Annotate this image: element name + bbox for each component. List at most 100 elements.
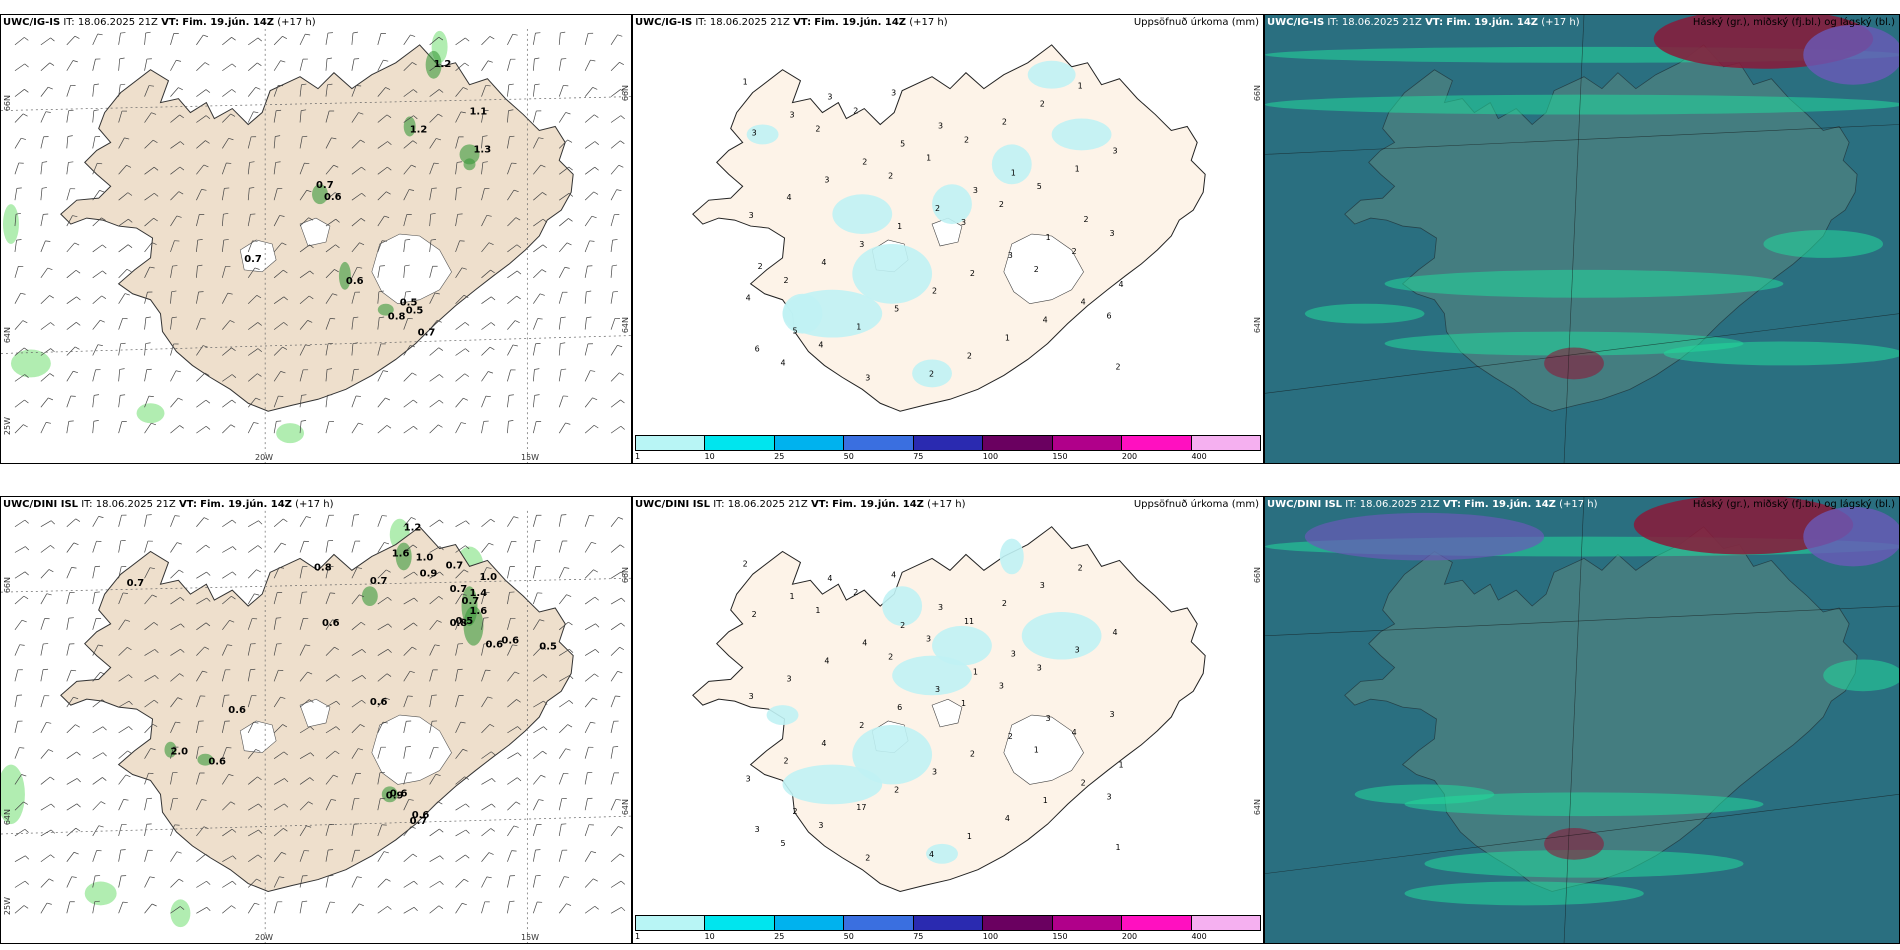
wind-barb — [299, 644, 311, 656]
wind-barb — [559, 621, 573, 631]
wind-barb — [170, 114, 184, 123]
colorbar-ticks: 1 10 25 50 75 100 150 200 400 — [635, 452, 1261, 462]
precip-value-label: 2 — [935, 204, 940, 213]
wind-barb — [325, 164, 339, 175]
colorbar-tick: 400 — [1191, 932, 1207, 941]
wind-barb — [14, 595, 29, 605]
wind-barb — [584, 649, 600, 656]
precip-value-label: 5 — [1037, 182, 1042, 191]
wind-barb — [481, 215, 492, 227]
wind-barb — [532, 901, 543, 914]
lat-label: 64N — [621, 799, 630, 816]
wind-barb — [377, 191, 391, 201]
precip-value-label: 1 — [1075, 164, 1080, 173]
wind-barb — [325, 824, 335, 837]
wind-barb — [558, 748, 571, 759]
wind-barb — [584, 905, 599, 914]
low-cloud — [1404, 792, 1764, 817]
precip-blob — [338, 261, 351, 290]
graticule — [1563, 497, 1585, 943]
wind-barb — [248, 854, 263, 863]
wind-barb — [403, 239, 411, 252]
wind-barb — [144, 422, 157, 434]
wind-barb — [66, 109, 74, 123]
wind-barb — [481, 617, 489, 630]
wind-barb — [170, 542, 182, 553]
precip-value-label: 5 — [781, 839, 786, 848]
wind-barb — [584, 370, 596, 382]
wind-barb — [429, 571, 444, 579]
wind-barb — [40, 62, 55, 72]
wind-barb — [610, 646, 625, 656]
wind-barb — [325, 875, 334, 888]
precip-value-label: 3 — [749, 692, 754, 701]
wind-barb — [273, 724, 288, 734]
wind-barb — [14, 347, 29, 356]
cloud-map — [1265, 15, 1899, 463]
wind-barb — [507, 591, 515, 605]
wind-barb — [118, 192, 133, 201]
precip-value-label: 2 — [1034, 265, 1039, 274]
wind-barb — [532, 421, 542, 434]
graticule — [1, 335, 631, 354]
precip-value-label: 0.9 — [386, 790, 404, 801]
precip-value-label: 1 — [1118, 761, 1123, 770]
wind-barb — [273, 803, 289, 811]
colorbar-tick: 50 — [843, 452, 854, 461]
wind-barb — [610, 880, 626, 888]
wind-barb — [481, 828, 496, 837]
wind-barb — [325, 726, 340, 734]
wind-barb — [429, 113, 443, 123]
wind-barb — [403, 399, 418, 408]
wind-barb — [170, 265, 178, 278]
wind-barb — [429, 905, 444, 914]
wind-barb — [481, 518, 495, 527]
wind-barb — [377, 59, 389, 71]
wind-barb — [273, 901, 283, 914]
wind-barb — [196, 746, 204, 759]
colorbar-tick: 150 — [1052, 932, 1068, 941]
wind-barb — [196, 264, 203, 278]
wind-barb — [222, 828, 237, 837]
wind-barb — [325, 394, 333, 408]
wind-barb — [222, 424, 236, 434]
precip-value-label: 0.7 — [410, 816, 428, 827]
wind-barb — [248, 829, 263, 837]
wind-barb — [351, 514, 360, 527]
precip-blob — [403, 116, 416, 137]
wind-barb — [584, 87, 598, 97]
wind-barb — [558, 316, 566, 330]
wind-barb — [40, 422, 52, 434]
wind-barb — [92, 162, 103, 175]
wind-barb — [299, 752, 315, 759]
wind-barb — [403, 772, 412, 785]
wind-barb — [558, 85, 569, 97]
wind-barb — [377, 824, 387, 837]
wind-barb — [273, 135, 281, 149]
precip-value-label: 4 — [1043, 316, 1048, 325]
wind-barb — [247, 776, 262, 785]
wind-barb — [455, 618, 465, 630]
wind-barb — [403, 597, 418, 605]
wind-barb — [507, 699, 521, 708]
precip-value-label: 2.0 — [170, 747, 188, 758]
precip-value-label: 1 — [973, 667, 978, 676]
wind-barb — [351, 876, 362, 888]
wind-barb — [221, 694, 230, 708]
wind-barb — [247, 695, 257, 708]
wind-barb — [92, 33, 103, 46]
wind-barb — [14, 828, 29, 837]
wind-barb — [144, 772, 154, 785]
wind-barb — [429, 212, 436, 227]
wind-barb — [196, 544, 210, 553]
colorbar-segment — [1122, 916, 1192, 930]
wind-barb — [533, 674, 548, 682]
wind-barb — [351, 797, 360, 811]
precip-value-label: 2 — [865, 854, 870, 863]
colorbar-tick: 10 — [704, 932, 715, 941]
wind-barb — [377, 32, 386, 45]
wind-barb — [92, 369, 101, 382]
wind-barb — [92, 270, 107, 279]
wind-barb — [532, 514, 542, 527]
mid-cloud — [1304, 512, 1545, 561]
